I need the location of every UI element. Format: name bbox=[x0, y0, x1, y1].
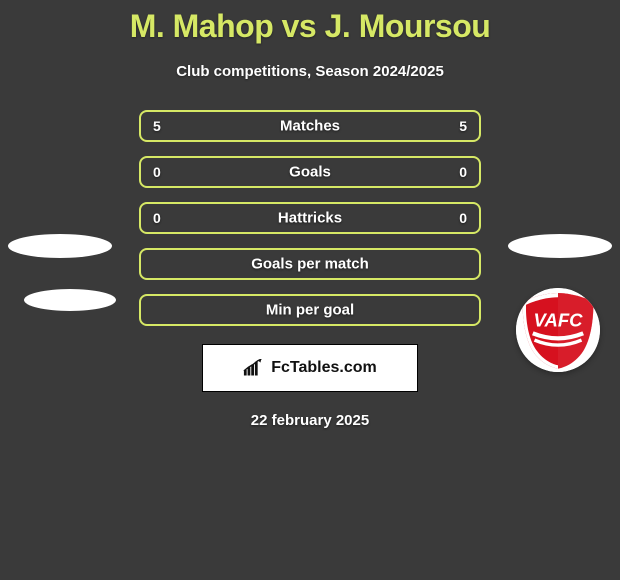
stat-label: Min per goal bbox=[266, 302, 354, 319]
stat-left-value: 0 bbox=[153, 210, 161, 226]
table-row: 5 Matches 5 bbox=[139, 110, 481, 142]
table-row: Goals per match bbox=[139, 248, 481, 280]
stat-label: Goals per match bbox=[251, 256, 369, 273]
bar-chart-icon bbox=[243, 359, 265, 377]
page-subtitle: Club competitions, Season 2024/2025 bbox=[0, 63, 620, 80]
stat-left-value: 0 bbox=[153, 164, 161, 180]
player-right-club-badge: VAFC bbox=[516, 288, 600, 372]
content-area: VAFC 5 Matches 5 0 Goals 0 0 Hattricks 0… bbox=[0, 110, 620, 429]
footer-date: 22 february 2025 bbox=[0, 412, 620, 429]
stat-label: Matches bbox=[280, 118, 340, 135]
player-left-avatar-ellipse-2 bbox=[24, 289, 116, 311]
table-row: Min per goal bbox=[139, 294, 481, 326]
svg-text:VAFC: VAFC bbox=[534, 310, 584, 331]
table-row: 0 Goals 0 bbox=[139, 156, 481, 188]
brand-attribution: FcTables.com bbox=[202, 344, 418, 392]
stat-right-value: 0 bbox=[459, 164, 467, 180]
brand-text: FcTables.com bbox=[271, 359, 377, 377]
stats-table: 5 Matches 5 0 Goals 0 0 Hattricks 0 Goal… bbox=[139, 110, 481, 326]
stat-label: Goals bbox=[289, 164, 331, 181]
stat-left-value: 5 bbox=[153, 118, 161, 134]
stat-right-value: 5 bbox=[459, 118, 467, 134]
stat-right-value: 0 bbox=[459, 210, 467, 226]
player-left-avatar-ellipse-1 bbox=[8, 234, 112, 258]
vafc-badge-icon: VAFC bbox=[516, 288, 600, 372]
page-title: M. Mahop vs J. Moursou bbox=[0, 0, 620, 45]
player-right-avatar-ellipse bbox=[508, 234, 612, 258]
table-row: 0 Hattricks 0 bbox=[139, 202, 481, 234]
stat-label: Hattricks bbox=[278, 210, 342, 227]
